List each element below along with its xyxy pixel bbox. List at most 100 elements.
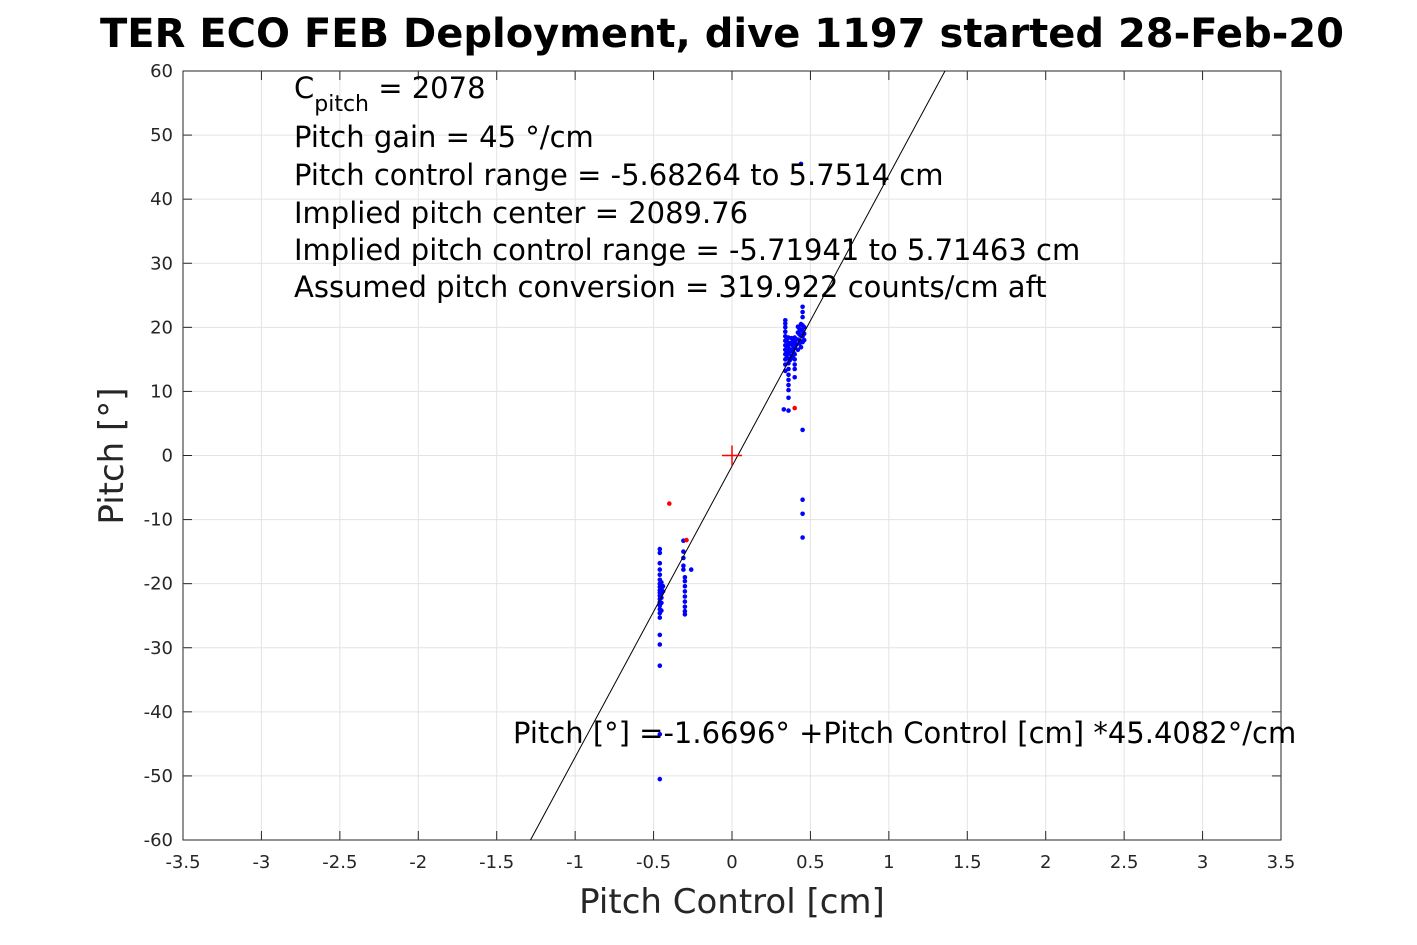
data-point <box>682 604 688 609</box>
data-point <box>682 578 688 584</box>
annotation-c-symbol: C <box>294 71 314 105</box>
y-ticks: -60 -50 -40 -30 -20 -10 0 10 20 30 40 50 60 <box>144 61 1281 851</box>
y-tick-label: 30 <box>150 253 173 274</box>
data-point <box>783 321 788 326</box>
x-tick-label: -2 <box>409 852 427 873</box>
data-point <box>800 427 805 433</box>
annotation-c-pitch: Cpitch = 2078 <box>294 71 486 117</box>
data-point <box>798 161 804 167</box>
y-tick-label: 20 <box>150 317 173 338</box>
y-tick-label: -30 <box>144 638 173 659</box>
data-point <box>682 589 688 594</box>
data-point <box>682 594 688 599</box>
data-point <box>681 567 686 572</box>
data-point <box>792 357 797 362</box>
fit-equation: Pitch [°] =-1.6696° +Pitch Control [cm] … <box>513 716 1296 750</box>
y-tick-label: 10 <box>150 381 173 402</box>
center-marker <box>722 445 742 466</box>
x-tick-label: 1.5 <box>953 852 982 873</box>
data-point <box>657 567 663 572</box>
x-tick-label: 0 <box>726 852 737 873</box>
y-tick-label: 0 <box>162 446 173 467</box>
x-tick-label: 2.5 <box>1110 852 1139 873</box>
y-tick-label: -20 <box>144 574 173 595</box>
data-point <box>682 583 688 589</box>
data-point <box>800 497 805 503</box>
annotation-block: Cpitch = 2078 Pitch gain = 45 °/cm Pitch… <box>294 71 1080 304</box>
annotation-c-value: = 2078 <box>369 71 486 105</box>
data-point <box>783 329 788 335</box>
data-point <box>786 377 791 383</box>
chart-title: TER ECO FEB Deployment, dive 1197 starte… <box>100 11 1344 57</box>
y-tick-label: -50 <box>144 766 173 787</box>
y-tick-label: -10 <box>144 510 173 531</box>
data-point <box>800 304 805 310</box>
data-point <box>786 366 791 372</box>
y-tick-label: 50 <box>150 125 173 146</box>
data-point <box>786 408 791 413</box>
data-point <box>783 318 788 323</box>
data-point <box>657 546 663 552</box>
data-point <box>681 549 686 554</box>
x-tick-label: -0.5 <box>636 852 671 873</box>
data-point <box>659 580 664 585</box>
x-tick-label: 3.5 <box>1267 852 1296 873</box>
data-point <box>786 395 791 401</box>
annotation-implied-center: Implied pitch center = 2089.76 <box>294 196 748 230</box>
data-point <box>783 325 788 330</box>
data-point <box>657 550 663 556</box>
data-point <box>786 372 791 378</box>
y-axis-label: Pitch [°] <box>92 387 132 524</box>
x-tick-label: 3 <box>1197 852 1208 873</box>
data-point <box>688 567 694 572</box>
data-point <box>800 511 805 517</box>
data-point <box>681 563 686 568</box>
center-marker-group <box>722 445 742 466</box>
y-tick-label: -40 <box>144 702 173 723</box>
data-point <box>657 642 663 647</box>
data-point <box>682 575 688 580</box>
data-point <box>659 608 664 613</box>
data-point <box>792 351 797 357</box>
x-tick-label: 2 <box>1040 852 1051 873</box>
data-point <box>795 347 801 353</box>
data-point <box>682 599 688 604</box>
data-point <box>786 382 791 388</box>
x-tick-label: -1.5 <box>479 852 514 873</box>
data-point <box>792 366 797 372</box>
x-tick-label: 0.5 <box>796 852 825 873</box>
data-point <box>660 583 666 589</box>
annotation-implied-range: Implied pitch control range = -5.71941 t… <box>294 233 1080 267</box>
x-tick-label: 1 <box>883 852 894 873</box>
x-tick-label: -3.5 <box>165 852 200 873</box>
x-ticks: -3.5 -3 -2.5 -2 -1.5 -1 -0.5 0 0.5 1 1.5 2 2.5 3 3.5 <box>165 71 1295 873</box>
data-point <box>800 309 805 315</box>
data-point <box>792 405 797 411</box>
data-point <box>801 337 807 343</box>
data-point <box>657 776 663 782</box>
y-tick-label: 40 <box>150 189 173 210</box>
x-tick-label: -2.5 <box>322 852 357 873</box>
data-point <box>657 663 663 668</box>
data-point <box>800 314 805 320</box>
data-point <box>684 537 689 543</box>
data-point <box>786 387 791 393</box>
data-point <box>657 615 663 620</box>
data-point <box>801 325 807 330</box>
data-point <box>657 560 663 566</box>
annotation-control-range: Pitch control range = -5.68264 to 5.7514… <box>294 158 943 192</box>
data-point <box>667 501 672 506</box>
data-point <box>781 407 787 412</box>
data-point <box>657 572 663 577</box>
x-tick-label: -1 <box>566 852 584 873</box>
annotation-c-subscript: pitch <box>314 92 369 117</box>
data-point <box>659 600 664 606</box>
y-tick-label: -60 <box>144 830 173 851</box>
annotation-conversion: Assumed pitch conversion = 319.922 count… <box>294 270 1047 304</box>
annotation-pitch-gain: Pitch gain = 45 °/cm <box>294 120 594 154</box>
data-point <box>657 632 663 638</box>
data-point <box>798 344 804 350</box>
data-point <box>682 608 688 614</box>
data-points <box>657 161 807 782</box>
